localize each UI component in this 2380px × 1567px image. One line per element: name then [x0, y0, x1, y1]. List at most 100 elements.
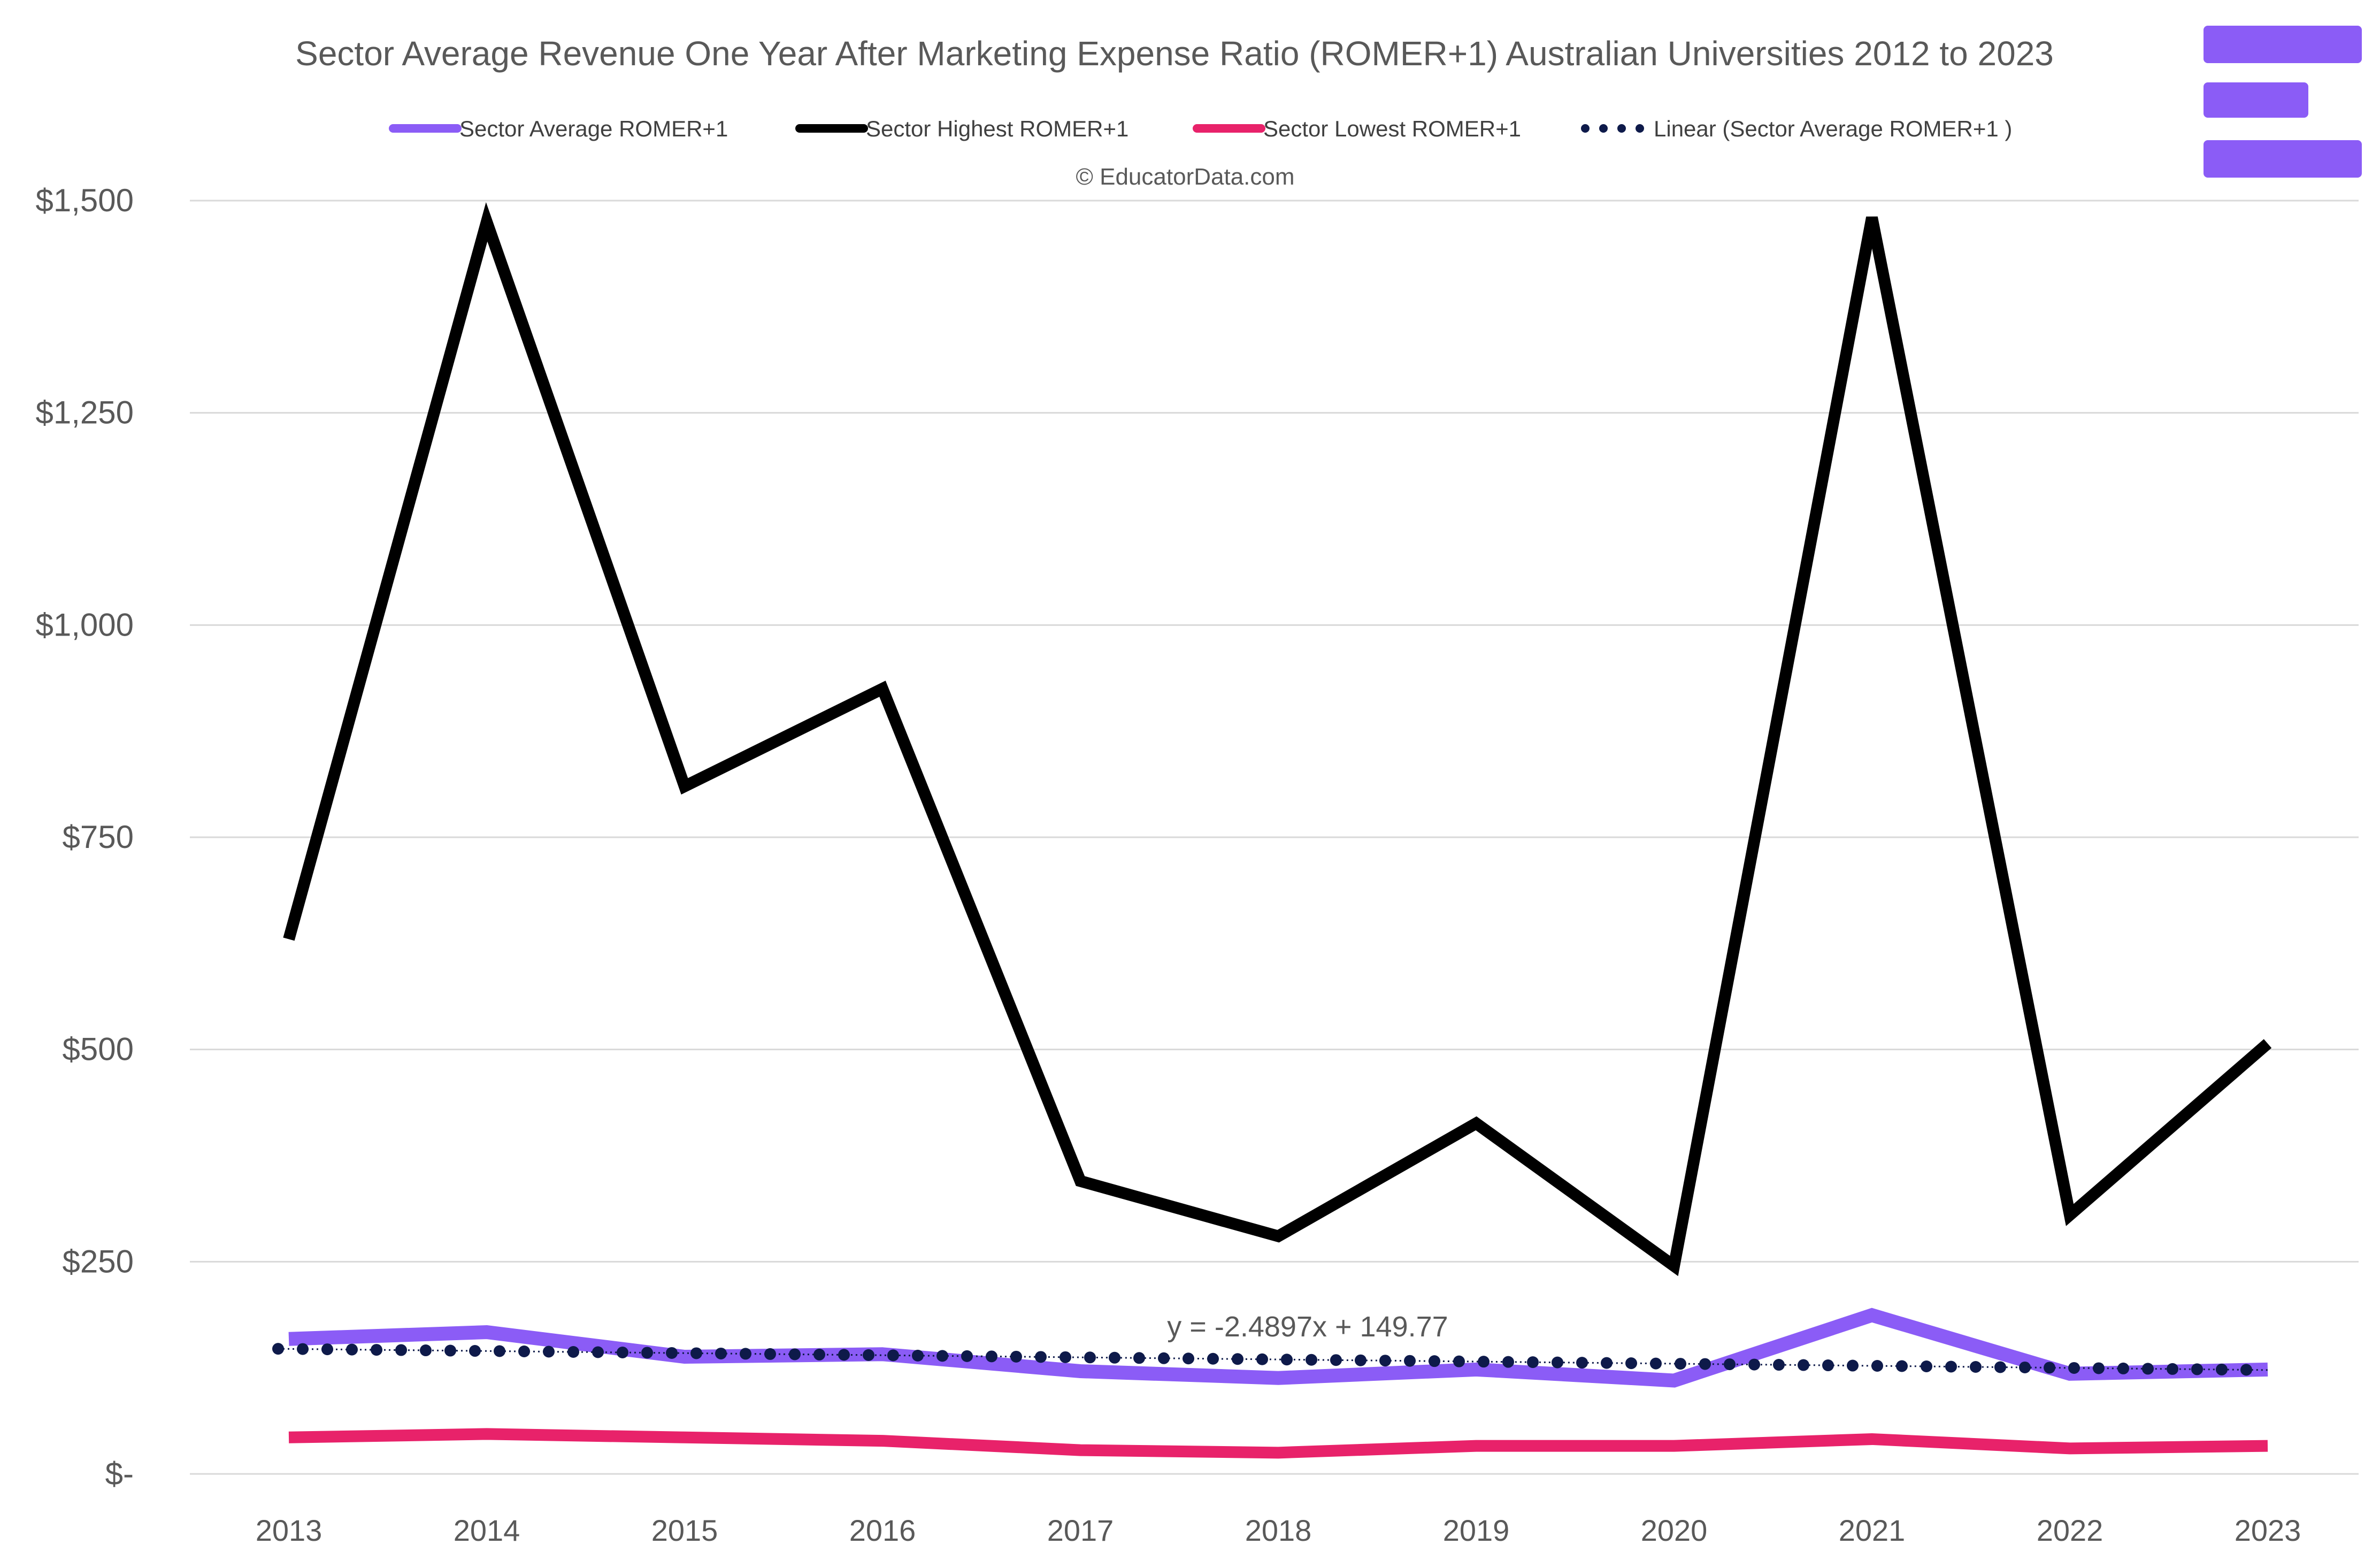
trendline-dot: [863, 1349, 874, 1361]
trendline-dot: [1429, 1355, 1440, 1367]
trendline-dot: [2093, 1362, 2105, 1374]
trendline-dot: [1773, 1359, 1785, 1371]
legend-label: Sector Highest ROMER+1: [866, 116, 1128, 141]
trendline-dot: [1650, 1358, 1662, 1370]
trendline-dot: [961, 1350, 973, 1362]
series-lowest: [289, 1434, 2268, 1453]
trendline-dot: [1601, 1357, 1613, 1369]
trendline-dot: [1625, 1357, 1637, 1369]
trendline-dot: [2142, 1363, 2154, 1374]
trendline-dot: [2191, 1363, 2203, 1375]
x-tick-label: 2017: [1047, 1514, 1114, 1547]
trendline-dot: [764, 1348, 776, 1360]
trendline-equation: y = -2.4897x + 149.77: [1167, 1311, 1448, 1343]
trendline-dot: [1207, 1353, 1219, 1365]
trendline-dot: [2044, 1362, 2055, 1373]
legend-swatch: [1581, 124, 1590, 133]
trendline-dot: [2216, 1364, 2228, 1375]
trendline-dot: [838, 1349, 850, 1360]
trendline-dot: [666, 1347, 678, 1359]
trendline-dot: [1330, 1354, 1342, 1366]
trendline-dot: [2117, 1363, 2129, 1374]
trendline-dot: [2167, 1363, 2178, 1375]
trendline-dot: [1035, 1351, 1047, 1363]
legend-item-average: Sector Average ROMER+1: [393, 116, 728, 141]
trendline-dot: [1699, 1358, 1711, 1370]
trendline-dot: [1158, 1352, 1170, 1364]
y-tick-label: $500: [63, 1031, 134, 1067]
trendline-dot: [1183, 1352, 1194, 1364]
trendline-dot: [715, 1348, 727, 1359]
x-tick-label: 2015: [651, 1514, 718, 1547]
trendline-dot: [1084, 1351, 1096, 1363]
trendline-dot: [494, 1346, 505, 1357]
trendline-dot: [1060, 1351, 1071, 1363]
trendline-dot: [1109, 1352, 1120, 1364]
trendline-dot: [1133, 1352, 1145, 1364]
trendline-dot: [1379, 1355, 1391, 1366]
trendline-dot: [321, 1343, 333, 1355]
trendline-dot: [469, 1345, 481, 1357]
series-lines: [272, 218, 2268, 1453]
legend-label: Linear (Sector Average ROMER+1 ): [1654, 116, 2012, 141]
trendline-dot: [813, 1349, 825, 1360]
trendline-dot: [1921, 1360, 1932, 1372]
trendline-dot: [272, 1343, 284, 1355]
logo-bar-middle: [2204, 82, 2308, 118]
legend-swatch: [1617, 124, 1626, 133]
trendline-dot: [2019, 1362, 2031, 1373]
trendline-dot: [1945, 1360, 1957, 1372]
y-tick-label: $750: [63, 819, 134, 855]
x-tick-label: 2022: [2037, 1514, 2103, 1547]
trendline-dot: [1404, 1355, 1416, 1367]
trendline-dot: [395, 1344, 407, 1356]
trendline-dot: [1453, 1356, 1465, 1367]
trendline-dot: [887, 1349, 899, 1361]
legend: Sector Average ROMER+1 Sector Highest ROM…: [393, 116, 2012, 141]
trendline-dot: [1847, 1360, 1859, 1372]
gridlines: [190, 201, 2359, 1474]
series-highest: [289, 218, 2268, 1266]
trendline-dot: [1576, 1357, 1588, 1369]
trendline-dot: [1970, 1361, 1982, 1373]
trendline-dot: [1306, 1354, 1317, 1366]
legend-label: Sector Lowest ROMER+1: [1263, 116, 1521, 141]
y-tick-label: $1,000: [35, 607, 134, 643]
logo-bar-top: [2204, 26, 2362, 63]
legend-label: Sector Average ROMER+1: [459, 116, 728, 141]
trendline-dot: [789, 1348, 801, 1360]
annotations: y = -2.4897x + 149.77: [1167, 1311, 1448, 1343]
y-tick-label: $-: [105, 1456, 134, 1492]
legend-swatch: [1636, 124, 1644, 133]
trendline-dot: [371, 1344, 382, 1356]
trendline-dot: [1871, 1360, 1883, 1372]
trendline-dot: [1896, 1360, 1908, 1372]
trendline-dot: [1994, 1361, 2006, 1373]
trendline-dot: [1010, 1351, 1022, 1363]
x-tick-label: 2019: [1443, 1514, 1510, 1547]
chart-title: Sector Average Revenue One Year After Ma…: [295, 34, 2054, 73]
trendline-dot: [1232, 1353, 1243, 1365]
trendline-dot: [641, 1347, 653, 1358]
trendline-dot: [1748, 1359, 1760, 1371]
trendline-dot: [1281, 1354, 1293, 1365]
trendline-dot: [1478, 1356, 1490, 1367]
trendline-dot: [740, 1348, 751, 1359]
y-tick-label: $1,250: [35, 395, 134, 431]
trendline-dot: [592, 1346, 604, 1358]
trendline-dot: [690, 1347, 702, 1359]
trendline-dot: [420, 1344, 432, 1356]
y-axis: $-$250$500$750$1,000$1,250$1,500: [35, 182, 134, 1492]
trendline-dot: [1675, 1358, 1686, 1370]
trendline-dot: [1798, 1359, 1809, 1371]
trendline-dot: [912, 1350, 924, 1362]
trendline-dot: [444, 1345, 456, 1357]
trendline-dot: [1256, 1354, 1268, 1365]
x-tick-label: 2013: [256, 1514, 323, 1547]
y-tick-label: $1,500: [35, 182, 134, 218]
credit-text: © EducatorData.com: [1076, 164, 1294, 190]
trendline-dot: [617, 1347, 628, 1358]
